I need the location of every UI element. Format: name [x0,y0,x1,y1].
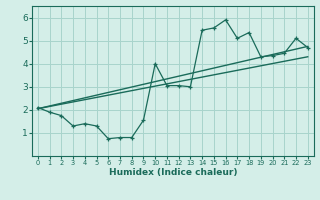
X-axis label: Humidex (Indice chaleur): Humidex (Indice chaleur) [108,168,237,177]
